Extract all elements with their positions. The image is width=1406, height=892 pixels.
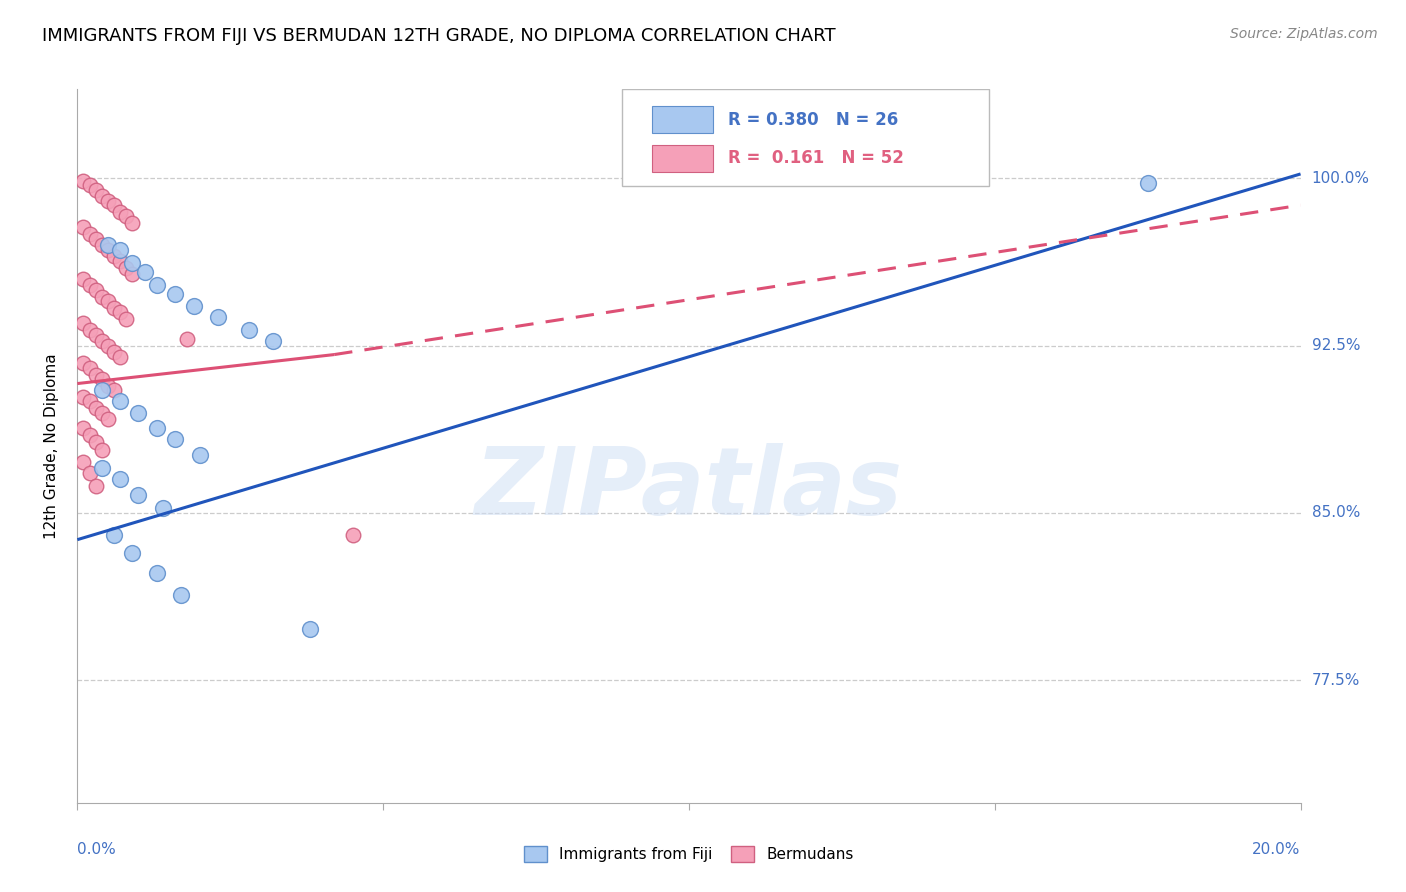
Text: 77.5%: 77.5% — [1312, 673, 1360, 688]
Point — [84, 183, 107, 197]
Point — [97, 243, 120, 257]
Text: R =  0.161   N = 52: R = 0.161 N = 52 — [728, 150, 904, 168]
Text: 85.0%: 85.0% — [1312, 506, 1360, 520]
Text: 0.0%: 0.0% — [77, 842, 117, 856]
Point — [72, 455, 94, 469]
Point — [79, 227, 101, 242]
Point — [298, 622, 321, 636]
Point — [79, 178, 101, 193]
Point — [146, 566, 169, 581]
Legend: Immigrants from Fiji, Bermudans: Immigrants from Fiji, Bermudans — [520, 841, 858, 866]
Point — [108, 243, 131, 257]
Point — [108, 204, 131, 219]
Point — [84, 327, 107, 342]
Point — [103, 250, 125, 264]
Text: R = 0.380   N = 26: R = 0.380 N = 26 — [728, 111, 898, 128]
Point — [90, 189, 112, 203]
Point — [342, 528, 364, 542]
Point — [121, 256, 143, 270]
Point — [183, 299, 205, 313]
Point — [176, 332, 198, 346]
Point — [97, 238, 120, 252]
Point — [108, 473, 131, 487]
Point — [121, 546, 143, 560]
Point — [127, 405, 149, 419]
Point — [115, 260, 138, 275]
Point — [90, 461, 112, 475]
Point — [72, 174, 94, 188]
Point — [97, 194, 120, 208]
Point — [97, 412, 120, 426]
Point — [103, 301, 125, 315]
Point — [262, 334, 284, 349]
Point — [84, 401, 107, 415]
Point — [84, 368, 107, 382]
Point — [84, 479, 107, 493]
Point — [72, 316, 94, 330]
Point — [90, 443, 112, 458]
Point — [79, 394, 101, 409]
Point — [108, 254, 131, 268]
Text: 92.5%: 92.5% — [1312, 338, 1360, 353]
Point — [238, 323, 260, 337]
Point — [72, 421, 94, 435]
Point — [134, 265, 156, 279]
Point — [90, 238, 112, 252]
Point — [103, 198, 125, 212]
Point — [165, 432, 187, 446]
FancyBboxPatch shape — [652, 106, 713, 134]
Point — [103, 528, 125, 542]
Point — [152, 501, 174, 516]
Text: 20.0%: 20.0% — [1253, 842, 1301, 856]
Point — [79, 361, 101, 376]
Point — [84, 283, 107, 297]
Point — [90, 384, 112, 398]
FancyBboxPatch shape — [652, 145, 713, 172]
Point — [108, 305, 131, 319]
Point — [72, 356, 94, 371]
Point — [84, 232, 107, 246]
FancyBboxPatch shape — [621, 89, 988, 186]
Point — [97, 294, 120, 309]
Point — [207, 310, 229, 324]
Point — [1136, 176, 1159, 190]
Text: Source: ZipAtlas.com: Source: ZipAtlas.com — [1230, 27, 1378, 41]
Point — [108, 350, 131, 364]
Point — [79, 323, 101, 337]
Text: 100.0%: 100.0% — [1312, 171, 1369, 186]
Point — [146, 421, 169, 435]
Point — [188, 448, 211, 462]
Point — [72, 390, 94, 404]
Point — [90, 334, 112, 349]
Point — [72, 220, 94, 235]
Point — [108, 394, 131, 409]
Point — [90, 372, 112, 386]
Point — [146, 278, 169, 293]
Point — [121, 268, 143, 282]
Point — [103, 384, 125, 398]
Point — [97, 339, 120, 353]
Text: ZIPatlas: ZIPatlas — [475, 442, 903, 535]
Point — [170, 589, 193, 603]
Point — [97, 378, 120, 392]
Point — [72, 271, 94, 285]
Point — [165, 287, 187, 301]
Point — [115, 209, 138, 223]
Point — [79, 427, 101, 442]
Point — [79, 278, 101, 293]
Point — [84, 434, 107, 449]
Point — [103, 345, 125, 359]
Y-axis label: 12th Grade, No Diploma: 12th Grade, No Diploma — [44, 353, 59, 539]
Point — [90, 405, 112, 419]
Text: IMMIGRANTS FROM FIJI VS BERMUDAN 12TH GRADE, NO DIPLOMA CORRELATION CHART: IMMIGRANTS FROM FIJI VS BERMUDAN 12TH GR… — [42, 27, 835, 45]
Point — [115, 311, 138, 326]
Point — [127, 488, 149, 502]
Point — [79, 466, 101, 480]
Point — [121, 216, 143, 230]
Point — [90, 290, 112, 304]
